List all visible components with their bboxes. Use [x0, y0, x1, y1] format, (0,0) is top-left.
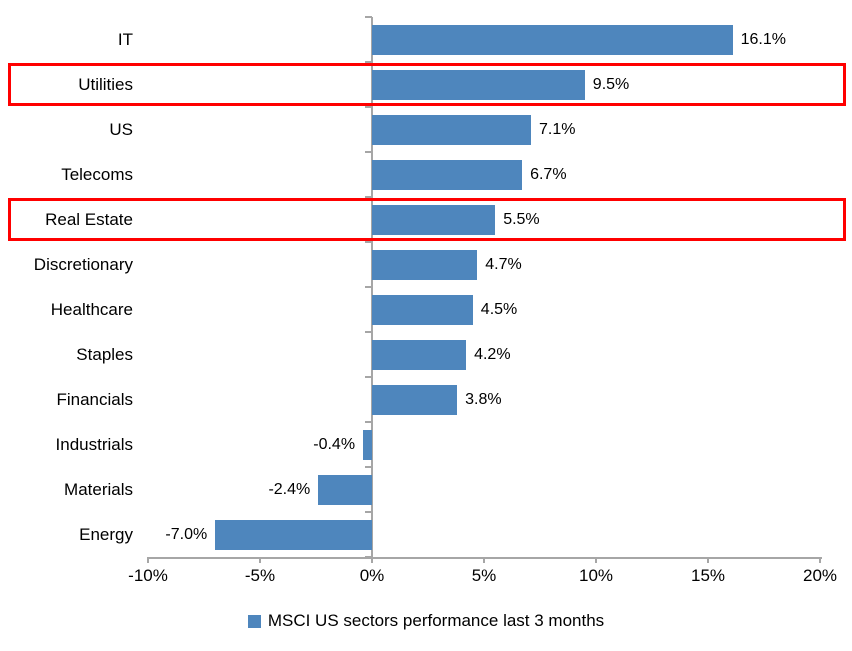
value-label: 3.8% — [465, 390, 502, 408]
value-label: 7.1% — [539, 120, 576, 138]
x-axis-tick — [147, 557, 149, 563]
category-label: Energy — [79, 525, 133, 544]
category-label: Real Estate — [45, 210, 133, 229]
bar — [372, 249, 478, 280]
x-axis-tick-label: -10% — [128, 566, 168, 585]
category-label: IT — [117, 30, 133, 49]
bar — [372, 24, 733, 55]
value-label: 4.7% — [485, 255, 522, 273]
x-axis-tick — [707, 557, 709, 563]
legend: MSCI US sectors performance last 3 month… — [0, 604, 852, 638]
category-tick — [365, 196, 372, 198]
value-label: 4.5% — [480, 300, 518, 318]
bar — [372, 339, 467, 370]
category-label: Staples — [76, 345, 133, 364]
bar — [372, 159, 523, 190]
category-tick — [365, 466, 372, 468]
category-tick — [365, 286, 372, 288]
x-axis-tick — [595, 557, 597, 563]
category-tick — [365, 106, 372, 108]
x-axis-tick-label: 10% — [578, 566, 614, 585]
category-label: Telecoms — [61, 165, 133, 184]
bar — [372, 204, 496, 235]
value-label: 6.7% — [530, 165, 567, 183]
x-axis-tick-label: 15% — [690, 566, 726, 585]
category-tick — [365, 421, 372, 423]
bar — [318, 474, 372, 505]
category-tick — [365, 241, 372, 243]
category-tick — [365, 61, 372, 63]
category-tick — [365, 556, 372, 558]
value-label: -7.0% — [165, 525, 208, 543]
category-label: Discretionary — [33, 255, 133, 274]
category-label: US — [109, 120, 133, 139]
category-label: Industrials — [55, 435, 133, 454]
category-label: Materials — [64, 480, 133, 499]
legend-marker-icon — [247, 614, 261, 628]
bar — [215, 519, 372, 550]
bar — [372, 114, 532, 145]
x-axis-tick — [483, 557, 485, 563]
value-label: 4.2% — [474, 345, 511, 363]
bar — [363, 429, 372, 460]
y-axis-line — [371, 17, 373, 557]
category-label: Financials — [56, 390, 133, 409]
x-axis-tick — [819, 557, 821, 563]
category-tick — [365, 16, 372, 18]
value-label: 9.5% — [592, 75, 630, 93]
x-axis-tick-label: -5% — [244, 566, 276, 585]
x-axis-tick — [371, 557, 373, 563]
value-label: -2.4% — [268, 480, 311, 498]
category-tick — [365, 511, 372, 513]
category-tick — [365, 151, 372, 153]
value-label: 16.1% — [740, 30, 786, 48]
category-label: Healthcare — [50, 300, 133, 319]
x-axis-line — [148, 557, 822, 559]
x-axis-tick-label: 20% — [802, 566, 838, 585]
x-axis-tick-label: 0% — [359, 566, 385, 585]
bar — [372, 69, 585, 100]
x-axis-tick-label: 5% — [471, 566, 497, 585]
bar — [372, 294, 473, 325]
bar — [372, 384, 458, 415]
x-axis-tick — [259, 557, 261, 563]
legend-label: MSCI US sectors performance last 3 month… — [267, 611, 605, 630]
value-label: 5.5% — [503, 210, 540, 228]
category-tick — [365, 331, 372, 333]
category-label: Utilities — [78, 75, 133, 94]
category-tick — [365, 376, 372, 378]
value-label: -0.4% — [313, 435, 356, 453]
